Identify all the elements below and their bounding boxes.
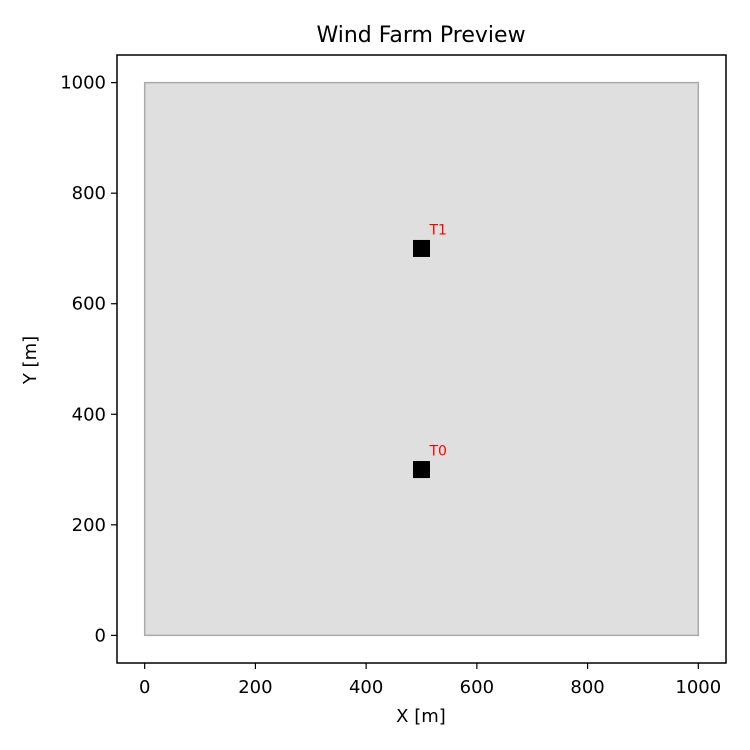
turbine-marker bbox=[413, 461, 430, 479]
plot-area bbox=[143, 81, 700, 637]
x-tick-label: 400 bbox=[349, 677, 383, 698]
chart-title: Wind Farm Preview bbox=[316, 23, 525, 48]
axes: 0 200 400 600 800 1000 0 200 400 600 800 1000 bbox=[60, 54, 727, 698]
y-tick-label: 200 bbox=[72, 515, 106, 536]
x-tick-label: 600 bbox=[460, 677, 494, 698]
y-axis-label: Y [m] bbox=[20, 336, 41, 385]
y-tick-label: 400 bbox=[72, 404, 106, 425]
y-tick-label: 800 bbox=[72, 183, 106, 204]
y-tick-label: 0 bbox=[95, 625, 106, 646]
x-tick-label: 1000 bbox=[675, 677, 721, 698]
turbine-layer: T0 T1 bbox=[413, 222, 447, 479]
turbine-marker bbox=[413, 239, 430, 257]
y-tick-label: 1000 bbox=[60, 73, 106, 94]
x-axis-label: X [m] bbox=[396, 706, 446, 727]
y-tick-label: 600 bbox=[72, 294, 106, 315]
x-tick-label: 800 bbox=[570, 677, 604, 698]
x-tick-label: 0 bbox=[139, 677, 150, 698]
turbine-label: T1 bbox=[429, 222, 447, 238]
x-tick-label: 200 bbox=[238, 677, 272, 698]
axes-frame bbox=[116, 54, 727, 664]
turbine-label: T0 bbox=[429, 444, 447, 460]
farm-boundary bbox=[143, 81, 700, 637]
